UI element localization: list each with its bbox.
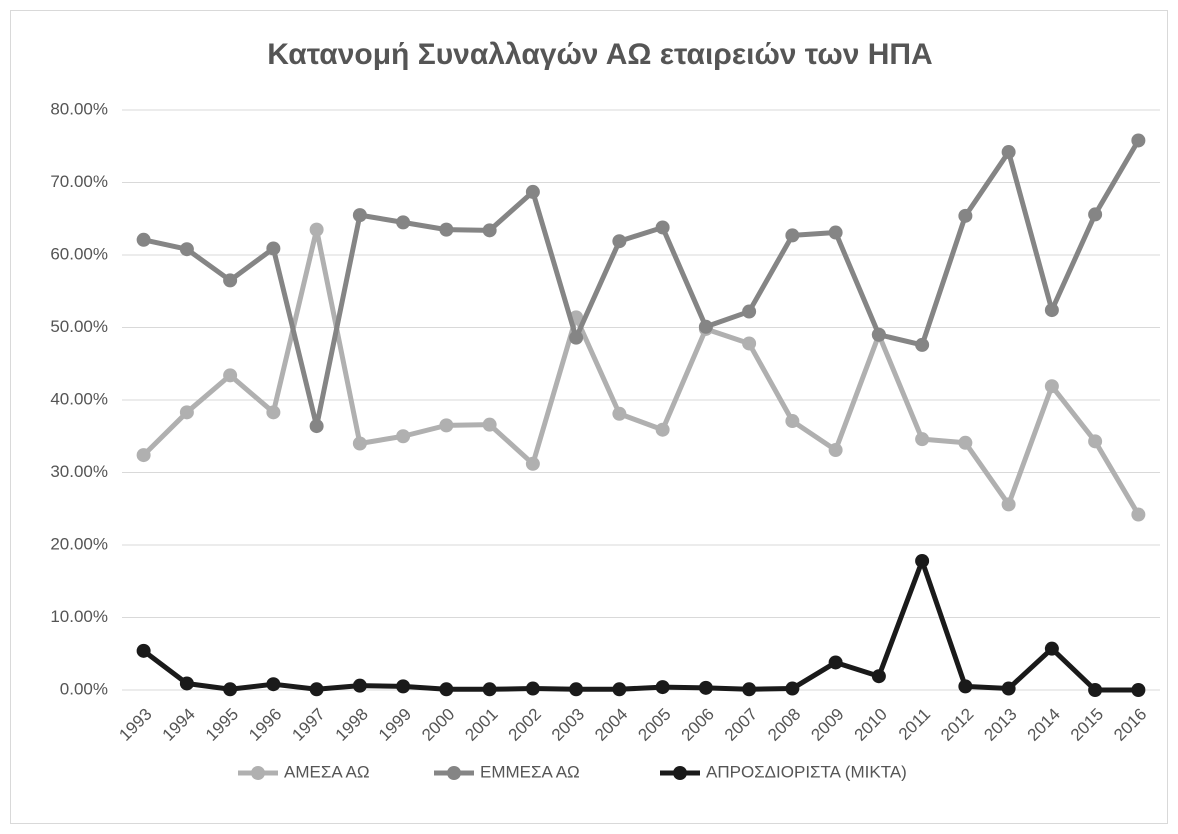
point	[223, 273, 238, 288]
point	[525, 184, 540, 199]
point	[828, 225, 843, 240]
point	[655, 422, 670, 437]
point	[871, 669, 886, 684]
point	[266, 405, 281, 420]
point	[439, 682, 454, 697]
point	[1001, 497, 1016, 512]
point	[179, 242, 194, 257]
point	[136, 448, 151, 463]
point	[352, 678, 367, 693]
point	[1131, 507, 1146, 522]
point	[655, 220, 670, 235]
point	[482, 223, 497, 238]
point	[698, 319, 713, 334]
point	[1131, 683, 1146, 697]
y-tick-label: 60.00%	[50, 244, 108, 263]
point	[569, 682, 584, 697]
y-tick-label: 20.00%	[50, 534, 108, 553]
point	[828, 443, 843, 458]
point	[1088, 207, 1103, 222]
point	[785, 228, 800, 243]
point	[1088, 434, 1103, 449]
point	[612, 406, 627, 421]
y-tick-label: 40.00%	[50, 389, 108, 408]
legend-label: ΑΜΕΣΑ ΑΩ	[284, 762, 370, 781]
point	[871, 327, 886, 342]
point	[136, 232, 151, 247]
point	[742, 682, 757, 697]
point	[915, 432, 930, 447]
point	[352, 436, 367, 451]
point	[396, 679, 411, 694]
point	[655, 680, 670, 695]
legend-marker	[251, 766, 265, 780]
y-tick-label: 80.00%	[50, 99, 108, 118]
point	[136, 643, 151, 658]
point	[1001, 681, 1016, 696]
point	[525, 456, 540, 471]
point	[309, 222, 324, 237]
point	[915, 337, 930, 352]
point	[569, 330, 584, 345]
point	[309, 682, 324, 697]
series-line	[141, 227, 1141, 516]
point	[525, 681, 540, 696]
point	[612, 234, 627, 249]
point	[179, 405, 194, 420]
point	[439, 222, 454, 237]
point	[223, 682, 238, 697]
chart-title: Κατανομή Συναλλαγών ΑΩ εταιρειών των ΗΠΑ	[267, 38, 932, 71]
series-line	[143, 139, 1141, 429]
point	[1044, 303, 1059, 318]
point	[785, 414, 800, 429]
y-tick-label: 70.00%	[50, 172, 108, 191]
point	[698, 680, 713, 695]
point	[179, 676, 194, 691]
point	[396, 429, 411, 444]
point	[482, 682, 497, 697]
point	[958, 435, 973, 450]
point	[396, 215, 411, 230]
point	[223, 368, 238, 383]
y-tick-label: 10.00%	[50, 607, 108, 626]
point	[915, 553, 930, 568]
legend-marker	[447, 766, 461, 780]
legend-marker	[673, 766, 687, 780]
point	[742, 304, 757, 319]
point	[612, 682, 627, 697]
y-tick-label: 30.00%	[50, 462, 108, 481]
point	[1044, 641, 1059, 656]
point	[1044, 379, 1059, 394]
point	[785, 681, 800, 696]
point	[266, 241, 281, 256]
point	[309, 419, 324, 434]
y-tick-label: 50.00%	[50, 317, 108, 336]
point	[958, 208, 973, 223]
point	[439, 418, 454, 433]
point	[1131, 133, 1146, 148]
point	[482, 417, 497, 432]
point	[828, 655, 843, 670]
series-line	[142, 558, 1139, 693]
legend-label: ΕΜΜΕΣΑ ΑΩ	[480, 762, 580, 781]
legend-label: ΑΠΡΟΣΔΙΟΡΙΣΤΑ (ΜΙΚΤΑ)	[706, 762, 907, 781]
point	[352, 208, 367, 223]
point	[958, 679, 973, 694]
point	[266, 677, 281, 692]
point	[1001, 145, 1016, 160]
y-tick-label: 0.00%	[60, 679, 108, 698]
point	[742, 336, 757, 351]
point	[1088, 683, 1103, 697]
